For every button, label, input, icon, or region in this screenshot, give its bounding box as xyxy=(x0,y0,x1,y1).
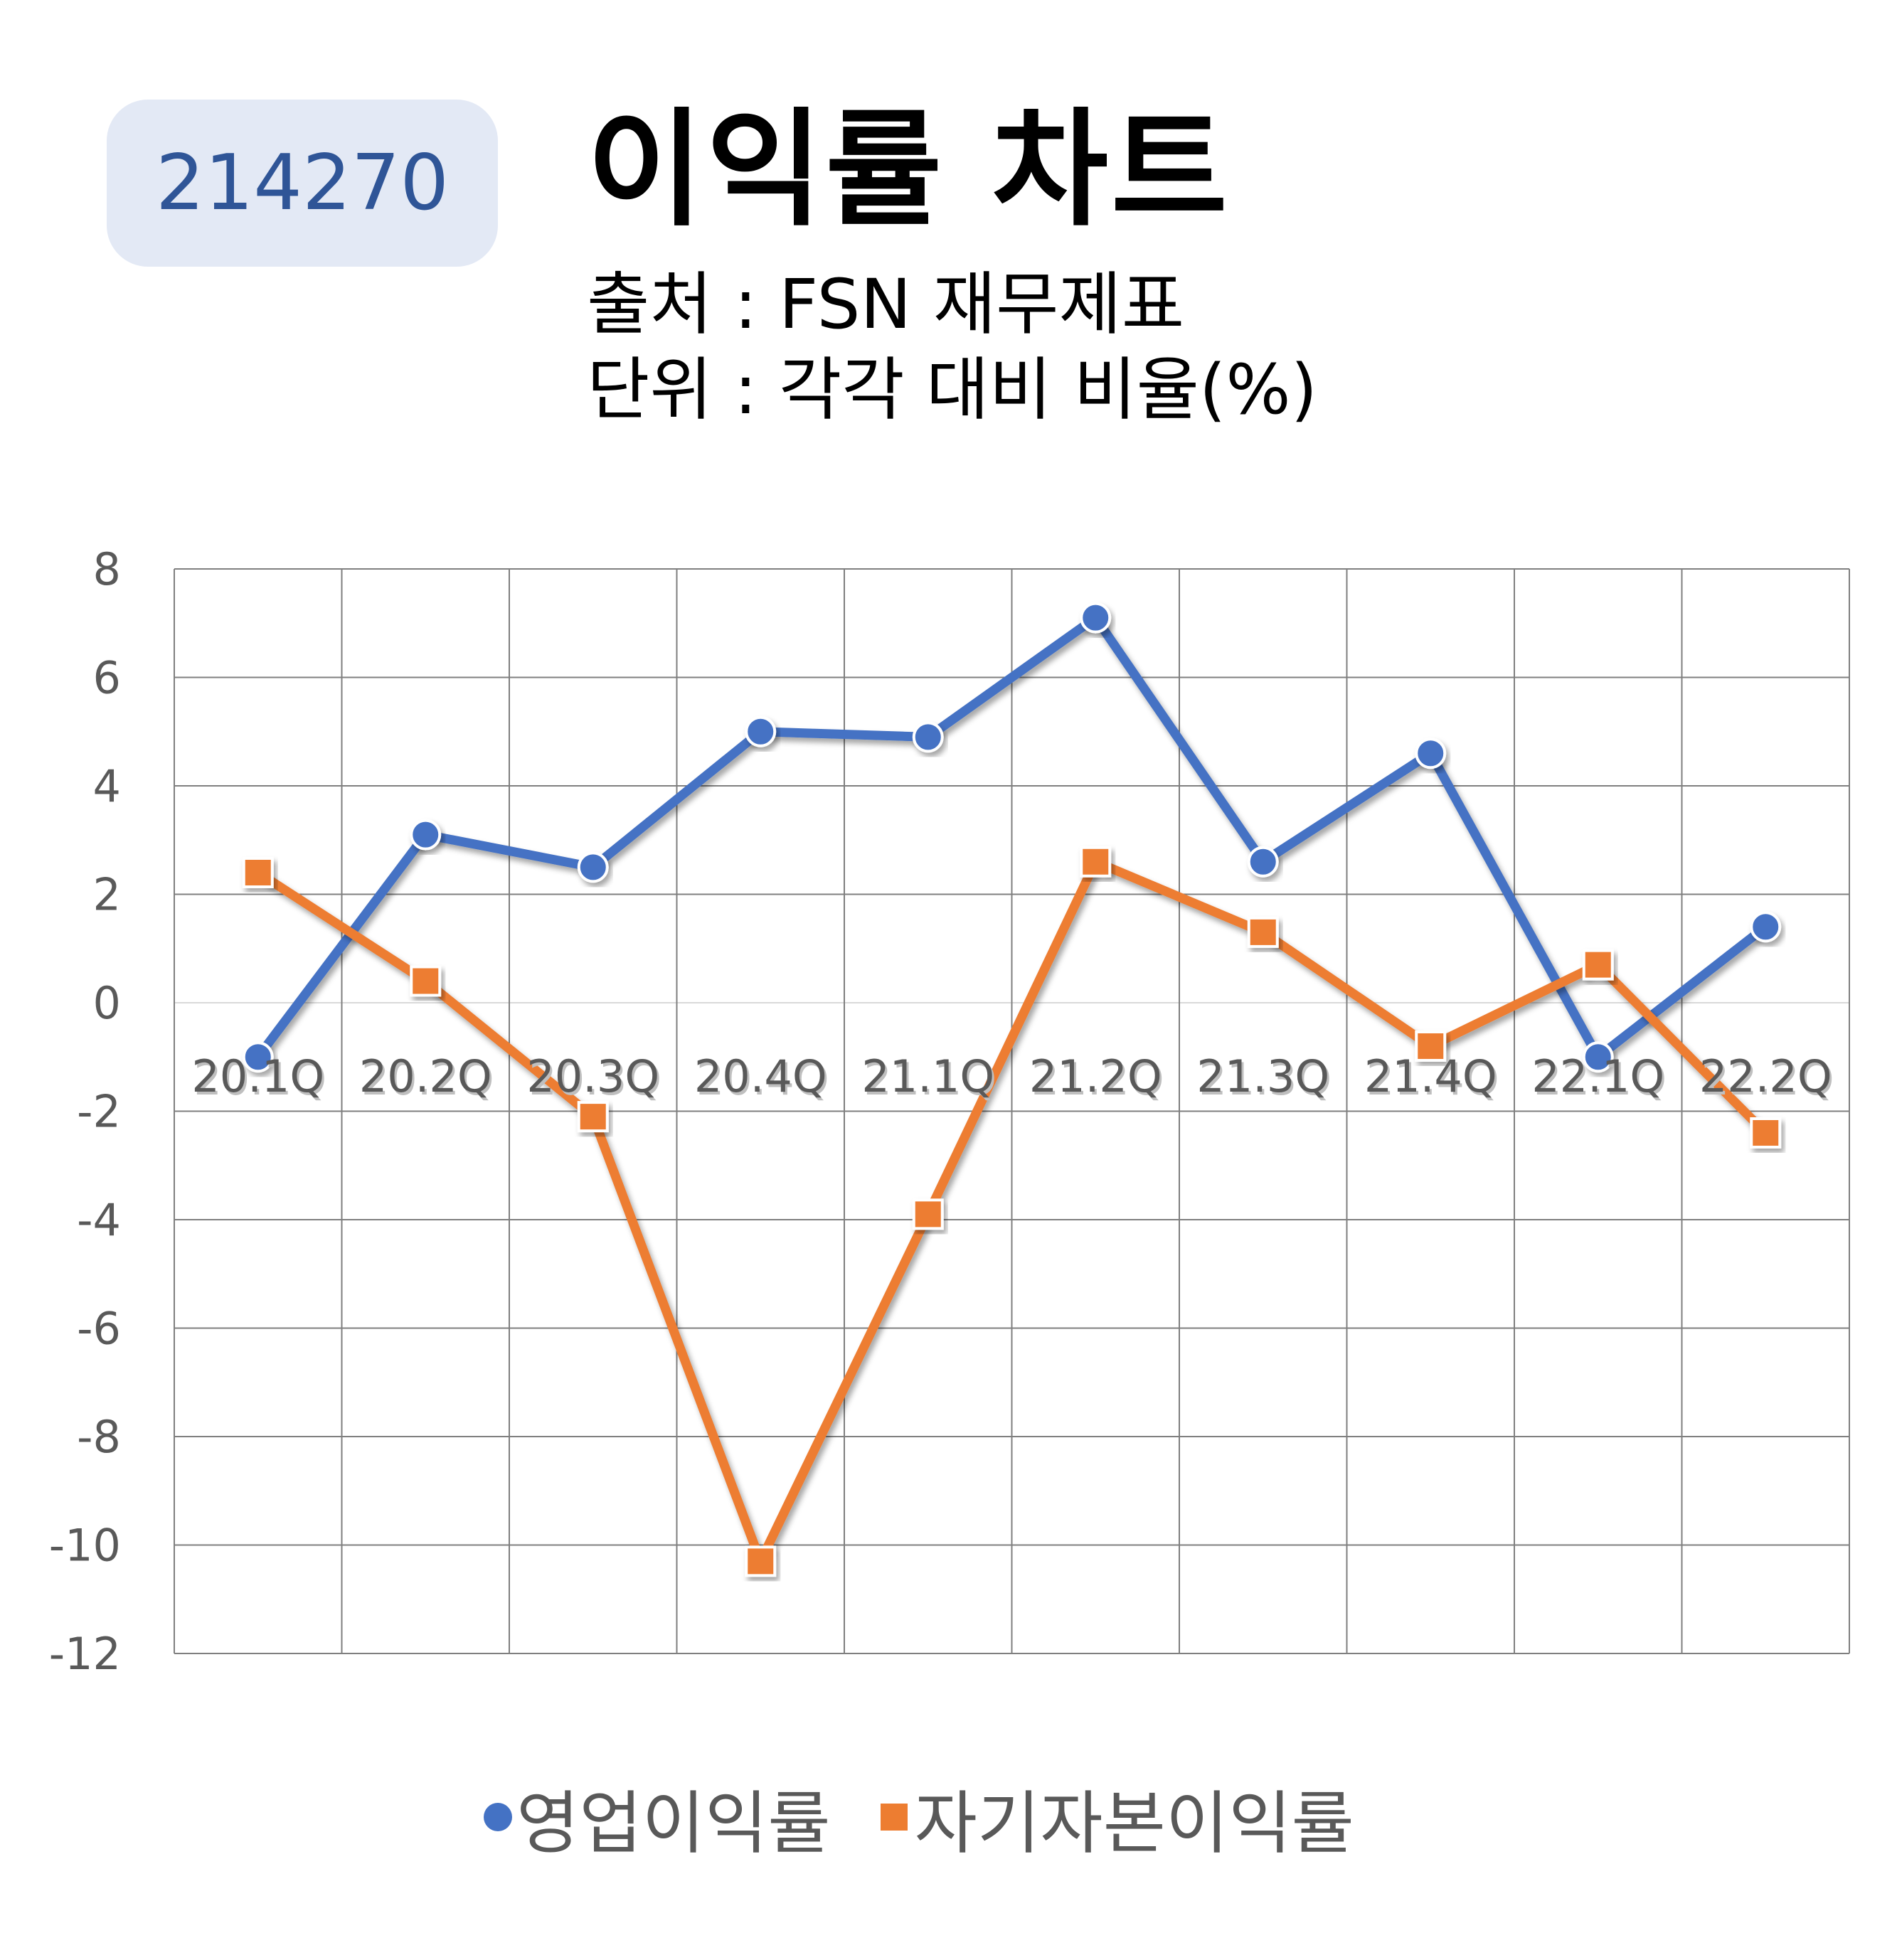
operating-margin-point xyxy=(1582,1041,1614,1073)
y-tick-label: 4 xyxy=(93,760,121,812)
y-tick-label: -4 xyxy=(77,1194,121,1246)
y-tick-label: -6 xyxy=(77,1303,121,1355)
unit-note: 단위 : 각각 대비 비율(%) xyxy=(587,350,1318,430)
x-tick-label-shadow: 21.2Q xyxy=(1031,1053,1164,1105)
x-tick-label: 20.4Q xyxy=(694,1050,827,1102)
operating-margin-line xyxy=(253,613,1770,1062)
roe-point xyxy=(1750,1117,1782,1149)
x-tick-label: 20.1Q xyxy=(191,1050,324,1102)
roe-point xyxy=(410,965,442,997)
legend-item-operating-margin: 영업이익률 xyxy=(484,1768,831,1867)
legend-item-roe: 자기자본이익률 xyxy=(880,1768,1354,1867)
roe-point xyxy=(577,1101,609,1133)
roe-point xyxy=(1247,916,1279,948)
x-tick-label: 21.4Q xyxy=(1364,1050,1497,1102)
y-tick-label: 2 xyxy=(93,869,121,921)
roe-point xyxy=(912,1198,944,1230)
operating-margin-point xyxy=(912,721,944,753)
x-tick-label-shadow: 22.2Q xyxy=(1701,1053,1834,1105)
legend-label-roe: 자기자본이익률 xyxy=(914,1783,1354,1863)
y-tick-label: -10 xyxy=(49,1520,121,1572)
operating-margin-point xyxy=(1247,846,1279,878)
legend-square-marker-icon xyxy=(880,1804,908,1831)
stock-code-badge: 214270 xyxy=(107,100,498,267)
x-tick-label: 21.3Q xyxy=(1196,1050,1329,1102)
x-tick-label: 22.1Q xyxy=(1531,1050,1664,1102)
legend-circle-marker-icon xyxy=(484,1803,512,1831)
operating-margin-point xyxy=(1080,602,1112,634)
roe-point xyxy=(242,857,274,888)
x-tick-label: 21.2Q xyxy=(1029,1050,1162,1102)
source-note: 출처 : FSN 재무제표 xyxy=(587,265,1185,344)
x-tick-label-shadow: 20.3Q xyxy=(528,1053,661,1105)
x-tick-label: 21.1Q xyxy=(861,1050,994,1102)
x-tick-label: 20.3Q xyxy=(526,1050,659,1102)
roe-point xyxy=(1080,846,1112,878)
y-tick-label: 6 xyxy=(93,652,121,704)
roe-point xyxy=(1415,1030,1447,1062)
y-tick-label: -12 xyxy=(49,1628,121,1680)
y-tick-label: 0 xyxy=(93,977,121,1029)
operating-margin-point xyxy=(1750,911,1782,943)
operating-margin-point xyxy=(577,851,609,883)
x-tick-label: 20.2Q xyxy=(359,1050,492,1102)
chart-title: 이익률 차트 xyxy=(587,96,1231,243)
x-tick-label-shadow: 20.4Q xyxy=(696,1053,829,1105)
x-tick-label-shadow: 22.1Q xyxy=(1534,1053,1667,1105)
roe-point xyxy=(1582,949,1614,981)
x-tick-label: 22.2Q xyxy=(1699,1050,1832,1102)
operating-margin-point xyxy=(745,715,777,747)
x-tick-label-shadow: 21.3Q xyxy=(1199,1053,1332,1105)
y-tick-label: 8 xyxy=(93,543,121,595)
chart-legend: 영업이익률 자기자본이익률 xyxy=(484,1771,1404,1863)
operating-margin-point xyxy=(1415,737,1447,769)
y-tick-label: -8 xyxy=(77,1411,121,1463)
x-tick-label-shadow: 21.4Q xyxy=(1366,1053,1499,1105)
operating-margin-point xyxy=(410,819,442,851)
x-tick-label-shadow: 20.1Q xyxy=(193,1053,326,1105)
y-tick-label: -2 xyxy=(77,1086,121,1138)
x-tick-label-shadow: 21.1Q xyxy=(864,1053,997,1105)
roe-line xyxy=(253,857,1770,1566)
legend-label-operating-margin: 영업이익률 xyxy=(516,1783,831,1863)
x-tick-label-shadow: 20.2Q xyxy=(361,1053,494,1105)
roe-point xyxy=(745,1545,777,1577)
operating-margin-point xyxy=(242,1041,274,1073)
stock-code: 214270 xyxy=(155,139,450,228)
